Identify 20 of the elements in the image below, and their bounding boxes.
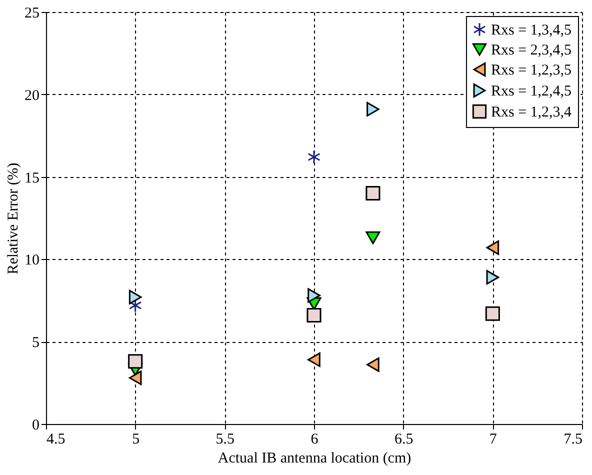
x-tick-label: 5.5	[216, 432, 235, 448]
x-tick-label: 7	[489, 432, 498, 448]
x-axis-title: Actual IB antenna location (cm)	[218, 450, 412, 466]
legend-label: Rxs = 1,2,4,5	[491, 84, 572, 100]
y-tick-label: 15	[24, 170, 40, 186]
y-tick-label: 20	[24, 88, 40, 104]
legend-label: Rxs = 1,3,4,5	[491, 22, 572, 38]
x-tick-label: 7.5	[564, 432, 582, 448]
legend-label: Rxs = 1,2,3,5	[491, 62, 572, 78]
x-tick-label: 6.5	[394, 432, 414, 448]
y-tick-label: 10	[24, 252, 40, 269]
legend-label: Rxs = 2,3,4,5	[491, 42, 572, 58]
y-tick-label: 5	[32, 335, 40, 352]
x-tick-label: 6	[310, 432, 319, 448]
y-tick-label: 25	[24, 6, 40, 22]
x-tick-label: 4.5	[46, 432, 66, 448]
x-tick-label: 5	[132, 432, 140, 448]
legend-label: Rxs = 1,2,3,4	[491, 104, 572, 120]
y-tick-label: 0	[32, 418, 40, 434]
y-axis-title: Relative Error (%)	[6, 162, 22, 274]
